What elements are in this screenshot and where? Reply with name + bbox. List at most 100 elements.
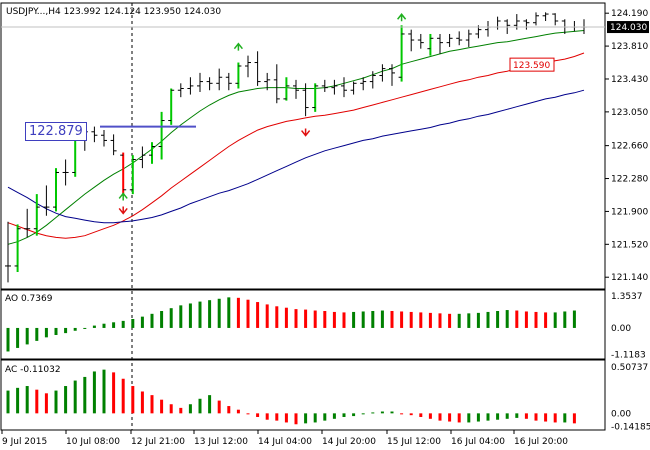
price-bar[interactable] — [533, 12, 539, 26]
ao-bar[interactable] — [294, 309, 298, 328]
price-bar[interactable] — [465, 29, 472, 47]
ac-bar[interactable] — [140, 391, 144, 414]
price-bar[interactable] — [523, 19, 530, 30]
ac-bar[interactable] — [438, 413, 442, 421]
ao-bar[interactable] — [390, 311, 394, 328]
ao-bar[interactable] — [64, 327, 68, 334]
ac-bar[interactable] — [524, 413, 528, 419]
price-bar[interactable] — [225, 72, 232, 91]
ao-bar[interactable] — [419, 312, 423, 328]
price-bar[interactable] — [312, 83, 319, 112]
ac-bar[interactable] — [467, 413, 471, 423]
price-bar[interactable] — [5, 221, 11, 283]
price-bar[interactable] — [273, 64, 280, 104]
price-bar[interactable] — [120, 152, 127, 195]
ao-bar[interactable] — [352, 311, 356, 328]
price-bar[interactable] — [33, 194, 40, 236]
ac-bar[interactable] — [332, 413, 336, 419]
price-bar[interactable] — [245, 55, 251, 78]
ao-bar[interactable] — [448, 313, 452, 328]
ac-bar[interactable] — [371, 412, 375, 414]
ac-bar[interactable] — [313, 413, 317, 423]
ac-bar[interactable] — [352, 413, 356, 417]
ao-bar[interactable] — [188, 303, 192, 328]
price-bar[interactable] — [350, 81, 357, 95]
ao-bar[interactable] — [553, 312, 557, 328]
ao-bar[interactable] — [284, 307, 288, 328]
ao-bar[interactable] — [246, 299, 250, 328]
price-bar[interactable] — [552, 13, 559, 26]
ao-bar[interactable] — [400, 311, 404, 328]
ac-bar[interactable] — [150, 395, 154, 414]
ao-bar[interactable] — [544, 312, 548, 328]
price-bar[interactable] — [14, 224, 21, 273]
ac-histogram[interactable] — [6, 369, 576, 425]
ac-bar[interactable] — [505, 413, 509, 419]
ao-bar[interactable] — [342, 312, 346, 328]
ao-bar[interactable] — [304, 309, 308, 328]
ac-bar[interactable] — [179, 407, 183, 414]
ao-bar[interactable] — [112, 322, 116, 328]
ac-bar[interactable] — [92, 371, 96, 414]
price-bar[interactable] — [360, 77, 367, 91]
ac-bar[interactable] — [44, 393, 48, 414]
ac-bar[interactable] — [457, 413, 461, 423]
ac-bar[interactable] — [544, 413, 548, 422]
ao-bar[interactable] — [409, 311, 413, 328]
ac-bar[interactable] — [16, 387, 20, 414]
ao-bar[interactable] — [16, 327, 20, 348]
price-bar[interactable] — [302, 83, 309, 117]
ao-bar[interactable] — [140, 316, 144, 328]
ac-bar[interactable] — [6, 390, 10, 414]
price-bar[interactable] — [321, 79, 328, 92]
ac-bar[interactable] — [390, 411, 394, 414]
ao-bar[interactable] — [131, 319, 135, 328]
price-bar[interactable] — [139, 146, 146, 169]
price-bar[interactable] — [456, 31, 463, 46]
ao-bar[interactable] — [44, 327, 48, 338]
ao-bar[interactable] — [438, 313, 442, 328]
ac-bar[interactable] — [380, 411, 384, 414]
ac-bar[interactable] — [227, 406, 231, 414]
ao-bar[interactable] — [275, 306, 279, 328]
ac-bar[interactable] — [208, 395, 212, 414]
ao-bar[interactable] — [332, 311, 336, 328]
price-bar[interactable] — [24, 208, 31, 238]
ac-bar[interactable] — [534, 413, 538, 421]
ao-bar[interactable] — [92, 325, 96, 328]
ao-bar[interactable] — [179, 305, 183, 328]
price-bar[interactable] — [168, 88, 175, 125]
ac-bar[interactable] — [64, 386, 68, 414]
ac-bar[interactable] — [553, 413, 557, 423]
price-bar[interactable] — [437, 33, 443, 54]
ac-bar[interactable] — [169, 404, 173, 414]
ac-bar[interactable] — [428, 413, 432, 419]
ac-bar[interactable] — [323, 413, 327, 421]
ao-bar[interactable] — [198, 301, 202, 328]
ao-bar[interactable] — [73, 327, 77, 331]
ao-bar[interactable] — [6, 327, 10, 352]
ao-bar[interactable] — [515, 310, 519, 328]
price-bar[interactable] — [129, 155, 136, 195]
ao-bar[interactable] — [361, 311, 365, 328]
ao-bar[interactable] — [476, 312, 480, 328]
price-bar[interactable] — [91, 126, 98, 143]
ac-bar[interactable] — [54, 390, 58, 414]
price-bar[interactable] — [43, 185, 50, 216]
price-bar[interactable] — [408, 29, 415, 52]
ao-bar[interactable] — [572, 310, 576, 328]
ac-bar[interactable] — [342, 413, 346, 417]
ao-bar[interactable] — [457, 313, 461, 328]
ao-bar[interactable] — [35, 327, 39, 341]
price-bar[interactable] — [53, 168, 59, 212]
ac-bar[interactable] — [121, 378, 125, 414]
ac-bar[interactable] — [35, 389, 39, 414]
ac-bar[interactable] — [112, 372, 116, 414]
ac-bar[interactable] — [188, 404, 192, 414]
ao-bar[interactable] — [534, 311, 538, 328]
ao-bar[interactable] — [313, 310, 317, 328]
price-bar[interactable] — [398, 25, 405, 82]
price-bar[interactable] — [62, 159, 69, 186]
ac-bar[interactable] — [486, 413, 490, 421]
